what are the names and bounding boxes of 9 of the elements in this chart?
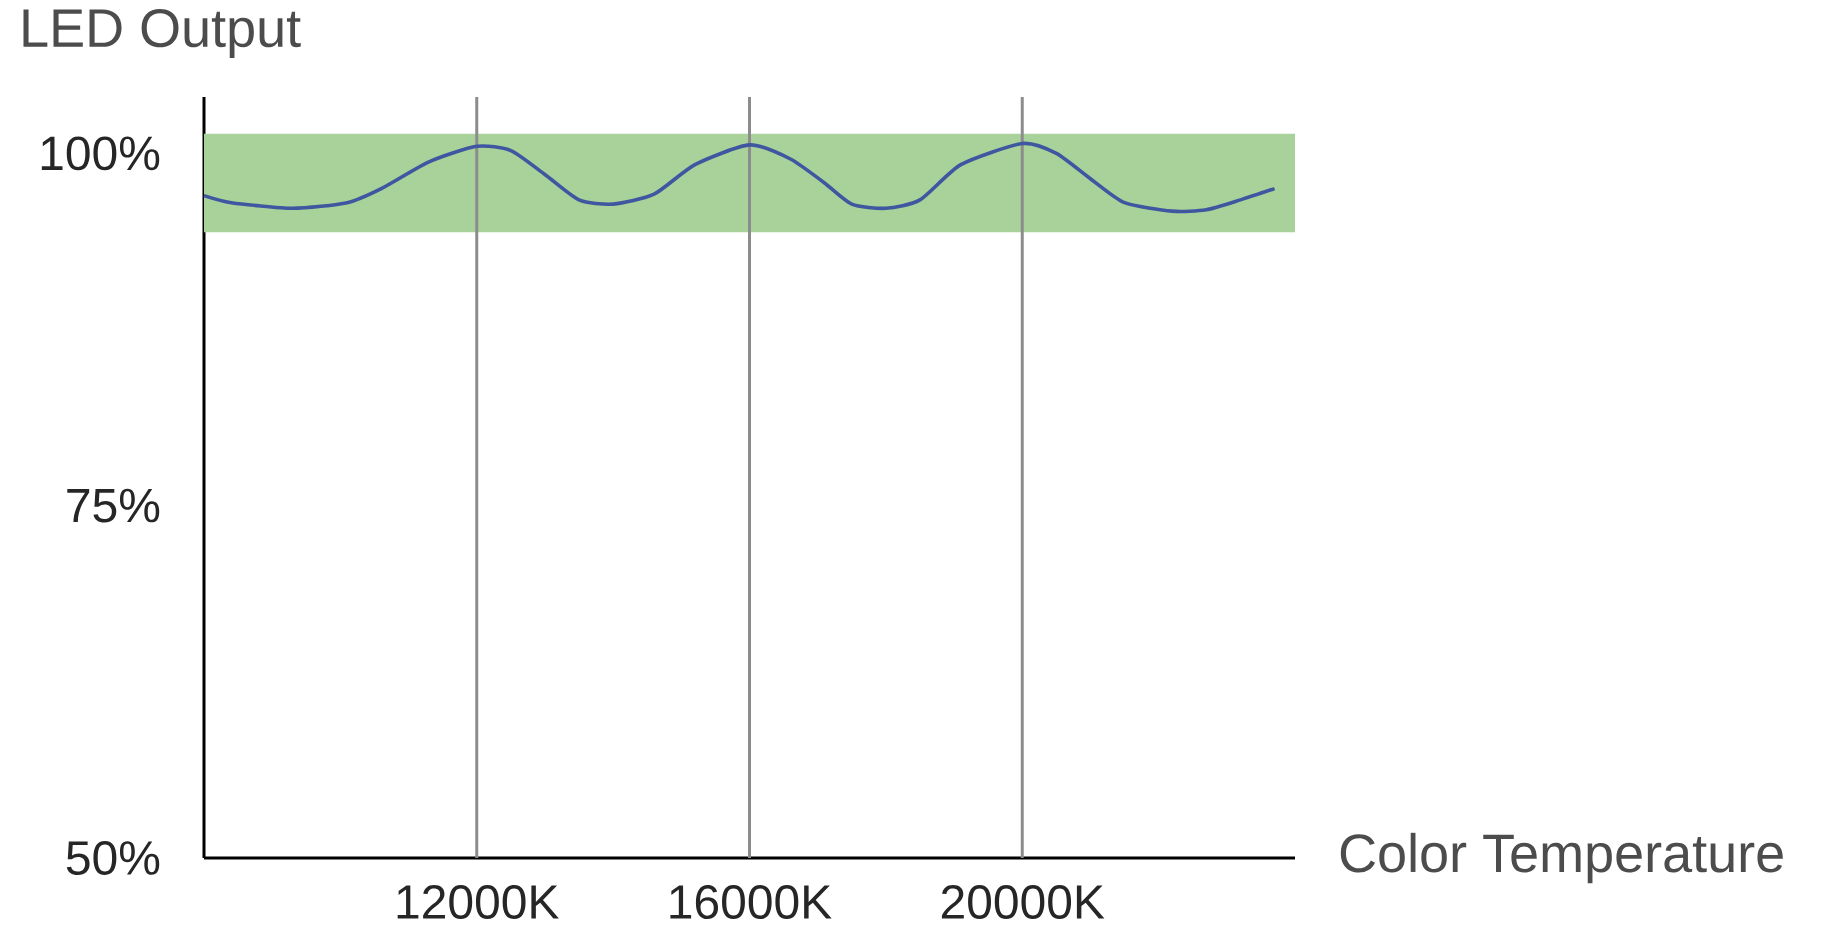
- x-tick-label: 16000K: [670, 885, 832, 920]
- x-axis-title: Color Temperature: [1340, 832, 1783, 884]
- y-tick-label: 50%: [66, 841, 160, 875]
- x-tick-label: 12000K: [397, 885, 559, 920]
- y-tick-label: 100%: [41, 136, 160, 171]
- y-axis-title: LED Output: [23, 9, 301, 58]
- y-tick-label: 75%: [67, 488, 160, 523]
- x-tick-label: 20000K: [941, 885, 1105, 920]
- line-series: [202, 141, 1277, 214]
